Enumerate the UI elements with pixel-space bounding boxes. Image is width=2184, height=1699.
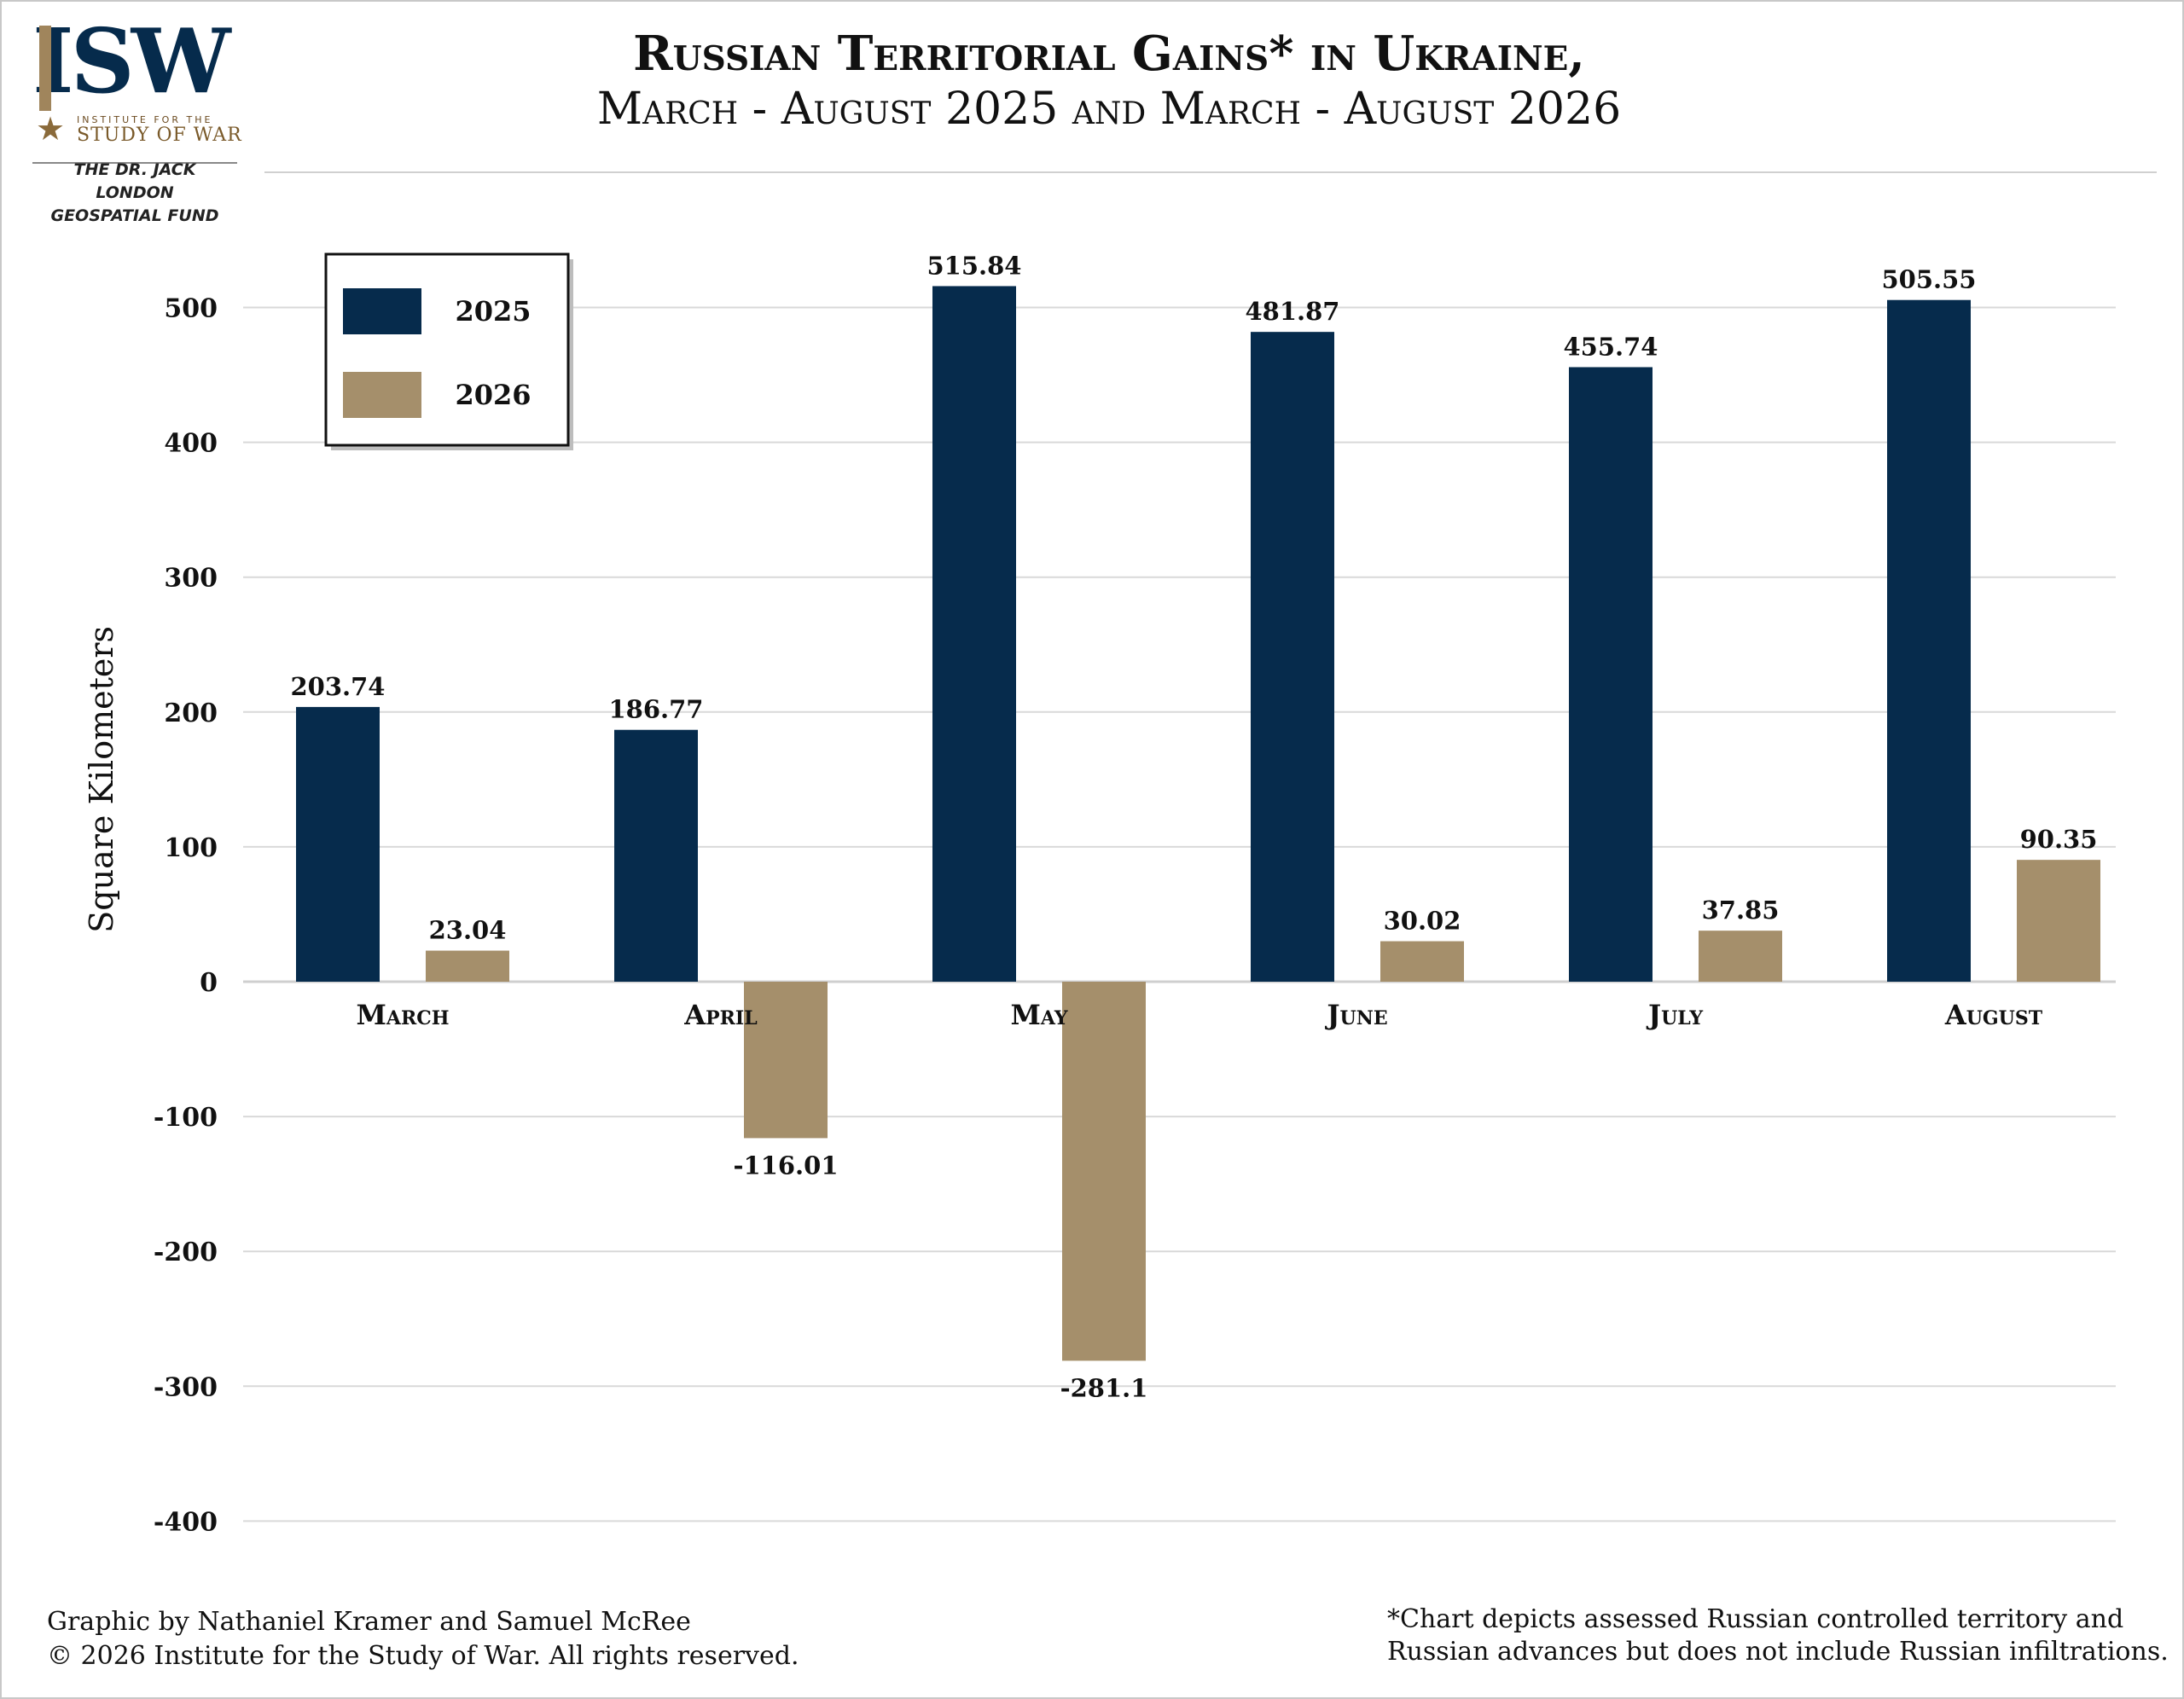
logo-institute-line: INSTITUTE FOR THE <box>77 114 213 125</box>
y-axis-label: Square Kilometers <box>83 626 120 933</box>
x-tick-label: March <box>356 999 449 1031</box>
data-label: 30.02 <box>1384 907 1461 936</box>
legend-swatch-2026 <box>343 372 421 418</box>
y-tick-label: -300 <box>154 1372 218 1402</box>
legend-label-2025: 2025 <box>455 295 531 328</box>
y-tick-label: 200 <box>164 699 218 728</box>
chart-subtitle: March - August 2025 and March - August 2… <box>596 84 1622 135</box>
x-tick-label: June <box>1324 999 1387 1031</box>
data-label: 90.35 <box>2020 825 2098 854</box>
data-label: 455.74 <box>1564 332 1658 361</box>
y-tick-label: 0 <box>200 968 218 998</box>
logo-stripe <box>39 26 51 111</box>
logo-wordmark: ISW <box>32 9 231 113</box>
data-label: 505.55 <box>1882 265 1977 294</box>
data-label: 481.87 <box>1246 297 1340 326</box>
x-tick-label: July <box>1646 999 1703 1031</box>
legend-label-2026: 2026 <box>455 379 531 411</box>
bar-2025-march <box>296 706 380 982</box>
bar-2026-august <box>2017 860 2100 982</box>
footnote-line-1: *Chart depicts assessed Russian controll… <box>1387 1604 2124 1634</box>
x-tick-label: April <box>683 999 757 1031</box>
data-label: 23.04 <box>429 916 507 945</box>
data-label: 515.84 <box>927 251 1022 280</box>
x-tick-label: August <box>1944 999 2043 1031</box>
bar-2026-april <box>744 982 828 1139</box>
bar-2025-july <box>1569 367 1653 982</box>
fund-line-2: GEOSPATIAL FUND <box>50 206 219 225</box>
data-label: 186.77 <box>609 695 704 724</box>
bar-2025-april <box>614 729 698 982</box>
isw-logo: ISW ★ INSTITUTE FOR THE STUDY OF WAR <box>32 17 246 205</box>
footnote-line-2: Russian advances but does not include Ru… <box>1387 1637 2169 1667</box>
logo-divider <box>32 162 237 164</box>
y-tick-label: -100 <box>154 1103 218 1133</box>
bar-2025-may <box>932 286 1016 982</box>
y-tick-label: -200 <box>154 1238 218 1267</box>
bar-2026-july <box>1699 931 1782 982</box>
y-tick-label: -400 <box>154 1507 218 1537</box>
bar-2026-march <box>426 950 509 982</box>
bar-2026-may <box>1062 982 1146 1361</box>
data-label: 37.85 <box>1702 896 1780 925</box>
credit-block: Graphic by Nathaniel Kramer and Samuel M… <box>47 1605 799 1673</box>
data-label: -281.1 <box>1060 1373 1148 1402</box>
star-icon: ★ <box>36 110 66 148</box>
fund-label: THE DR. JACK LONDON GEOSPATIAL FUND <box>32 159 237 228</box>
fund-line-1: THE DR. JACK LONDON <box>73 160 196 202</box>
y-tick-label: 400 <box>164 429 218 459</box>
legend-swatch-2025 <box>343 288 421 334</box>
credit-line-2: © 2026 Institute for the Study of War. A… <box>47 1641 799 1671</box>
bar-2025-august <box>1887 299 1971 982</box>
footnote-block: *Chart depicts assessed Russian controll… <box>1387 1603 2169 1668</box>
bar-2026-june <box>1380 941 1464 982</box>
bar-2025-june <box>1251 332 1334 982</box>
data-label: 203.74 <box>291 672 386 701</box>
y-tick-label: 100 <box>164 833 218 863</box>
y-tick-label: 300 <box>164 564 218 594</box>
credit-line-1: Graphic by Nathaniel Kramer and Samuel M… <box>47 1607 691 1637</box>
chart-title: Russian Territorial Gains* in Ukraine, <box>633 26 1585 82</box>
y-tick-label: 500 <box>164 294 218 324</box>
logo-name-line: STUDY OF WAR <box>77 125 242 146</box>
data-label: -116.01 <box>733 1151 838 1180</box>
x-tick-label: May <box>1010 999 1067 1031</box>
